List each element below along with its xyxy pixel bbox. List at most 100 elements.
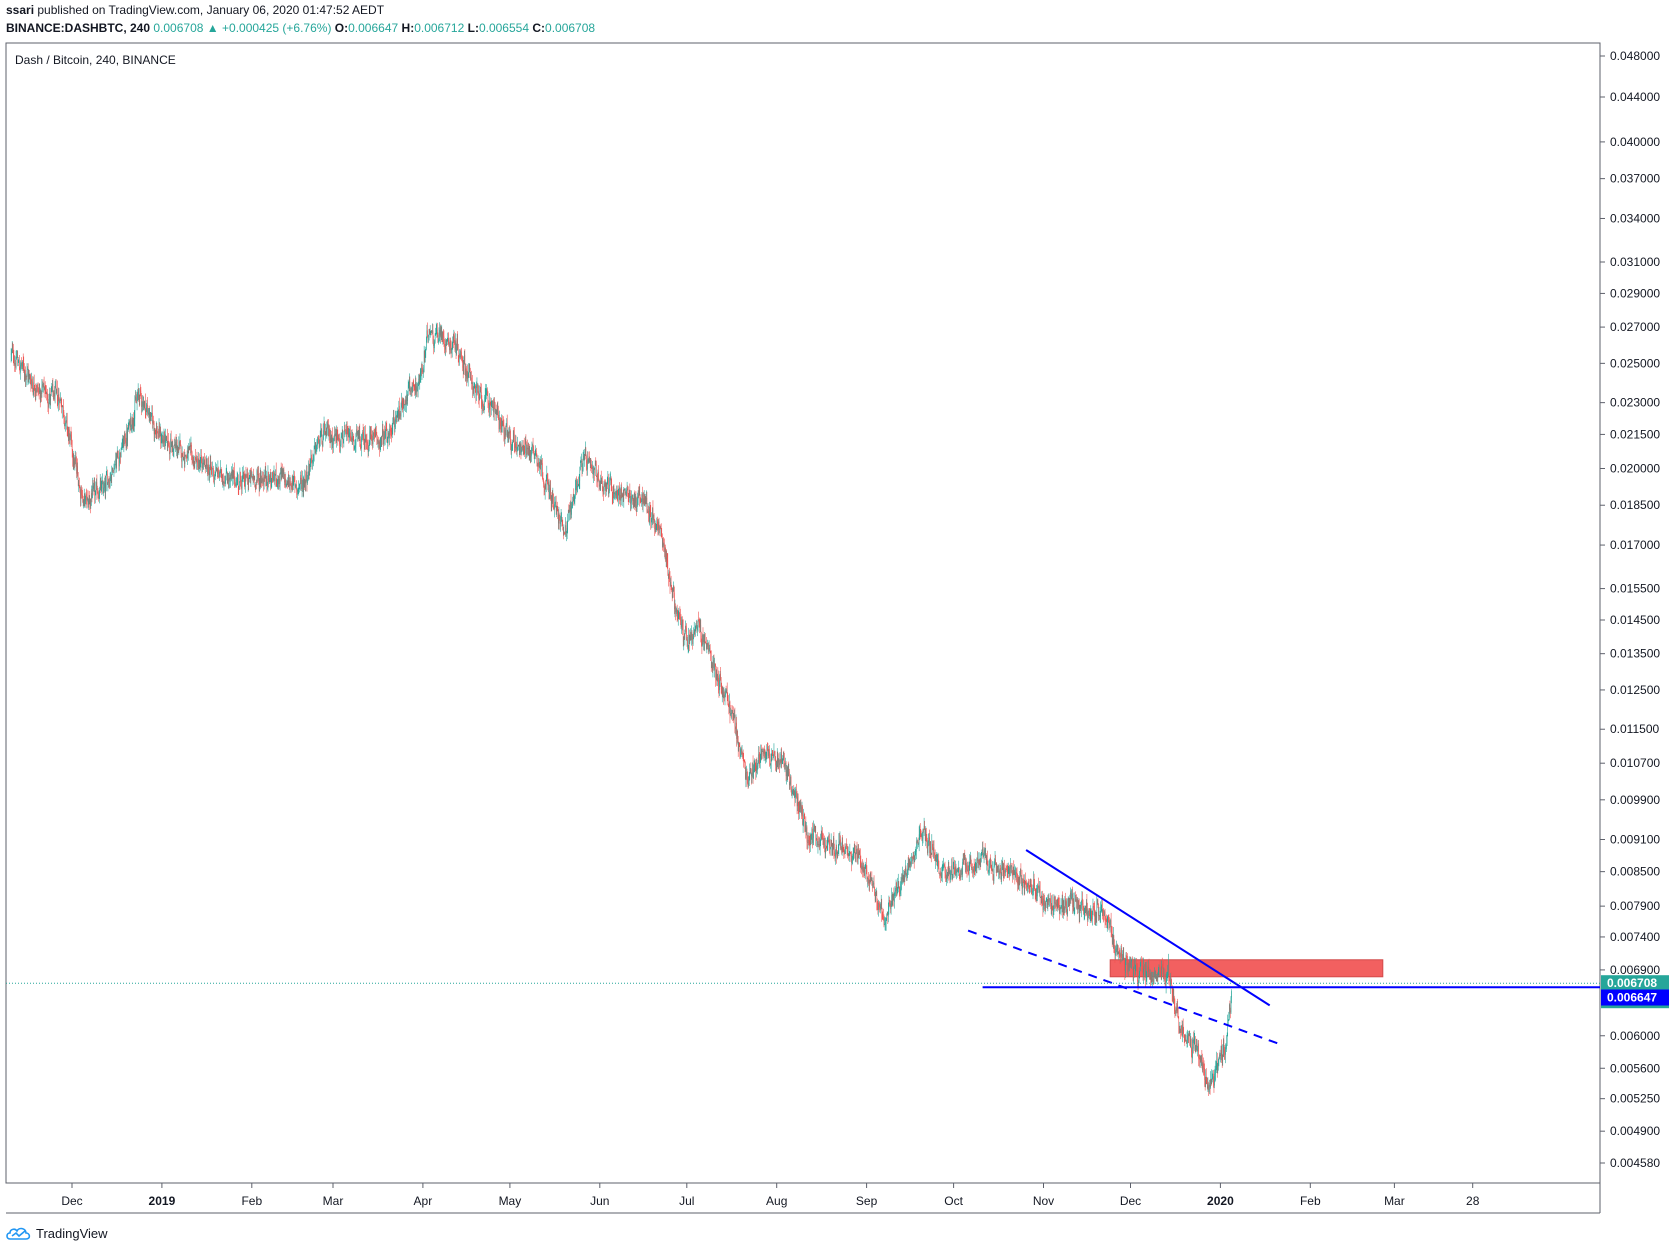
x-tick-label: Oct (944, 1194, 963, 1208)
candle-body (1218, 1058, 1219, 1065)
candle-body (255, 484, 256, 488)
candle-body (538, 466, 540, 468)
candle-body (717, 674, 718, 680)
candle-body (63, 406, 64, 412)
candle-body (473, 386, 475, 394)
candle-body (72, 450, 73, 460)
candle-body (341, 436, 342, 438)
candle-body (284, 474, 285, 483)
candle-body (1038, 886, 1039, 888)
candle-body (339, 438, 340, 445)
candle-body (707, 643, 709, 645)
candle-body (640, 498, 641, 500)
candle-body (1063, 905, 1064, 911)
candle-body (245, 474, 246, 487)
candle-body (396, 416, 397, 418)
candle-body (1170, 976, 1172, 980)
candle-body (146, 407, 147, 412)
candle-body (1041, 896, 1042, 902)
candle-body (698, 619, 699, 621)
candle-body (1117, 947, 1118, 951)
candle-body (259, 482, 260, 490)
candle-body (12, 347, 13, 352)
candle-body (462, 358, 463, 368)
candle-body (61, 405, 62, 413)
candle-body (695, 629, 696, 635)
candle-body (54, 387, 56, 397)
candle-body (753, 770, 754, 779)
y-tick-label: 0.013500 (1610, 647, 1660, 661)
candle-body (1130, 962, 1131, 966)
candle-body (636, 504, 638, 512)
candle-body (11, 350, 12, 354)
candle-body (966, 869, 968, 871)
descending-trendline[interactable] (1025, 849, 1271, 1007)
candle-body (916, 842, 918, 844)
candle-body (1106, 921, 1107, 926)
candle-body (653, 514, 655, 521)
candle-body (539, 461, 540, 468)
candle-body (813, 828, 814, 839)
y-tick-label: 0.007400 (1610, 930, 1660, 944)
candle-body (1038, 887, 1040, 893)
candle-body (909, 860, 911, 866)
candle-body (179, 440, 181, 446)
candle-body (801, 806, 803, 815)
candle-body (844, 851, 845, 853)
candle-body (437, 333, 439, 342)
candle-body (599, 484, 600, 487)
candle-body (755, 768, 757, 773)
candle-body (1111, 933, 1113, 943)
candle-body (1215, 1064, 1217, 1069)
candle-body (486, 389, 488, 391)
candle-body (518, 444, 519, 446)
candle-body (475, 390, 477, 396)
candle-body (399, 405, 400, 419)
candle-body (1129, 961, 1130, 970)
candle-body (774, 751, 775, 753)
candle-body (285, 485, 287, 487)
candle-body (272, 479, 274, 481)
candle-body (1213, 1081, 1215, 1086)
candle-body (284, 478, 286, 483)
x-tick-label: Feb (241, 1194, 262, 1208)
candle-body (736, 730, 738, 739)
candle-body (914, 855, 915, 861)
candle-body (1027, 885, 1028, 888)
candle-body (707, 643, 708, 647)
candle-body (85, 500, 86, 502)
candle-body (799, 807, 800, 813)
candle-body (1009, 867, 1010, 875)
candle-body (492, 401, 493, 408)
candle-body (1076, 898, 1078, 903)
candle-body (81, 494, 83, 496)
candle-body (373, 432, 374, 437)
candle-body (648, 510, 649, 514)
candle-body (489, 400, 490, 410)
candle-body (1187, 1034, 1189, 1036)
candle-body (630, 493, 631, 504)
candle-body (586, 456, 587, 464)
candle-body (378, 441, 380, 444)
dashed-channel-line[interactable] (967, 929, 1279, 1045)
candle-body (993, 866, 995, 881)
candle-body (1199, 1058, 1200, 1066)
candle-body (480, 387, 481, 391)
candle-body (774, 751, 776, 757)
resistance-zone[interactable] (1109, 959, 1384, 978)
publisher-name[interactable]: ssari (6, 3, 35, 17)
candle-body (42, 384, 44, 388)
candle-body (355, 433, 357, 446)
candle-body (145, 401, 146, 412)
candle-body (922, 828, 924, 840)
candle-body (169, 451, 171, 455)
x-tick-label: Jul (679, 1194, 694, 1208)
candle-body (962, 859, 964, 863)
candle-body (687, 639, 688, 649)
candle-body (840, 839, 841, 849)
candle-body (1007, 871, 1008, 873)
candle-body (1212, 1075, 1213, 1077)
candle-body (352, 438, 353, 441)
tradingview-logo[interactable]: TradingView (6, 1223, 108, 1243)
